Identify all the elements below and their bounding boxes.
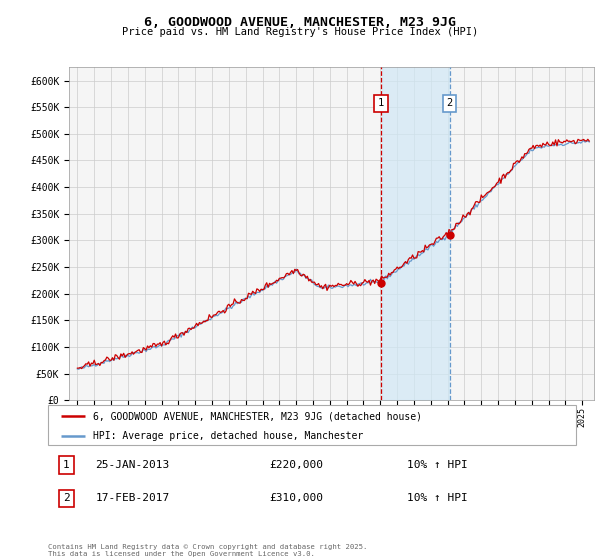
Text: £220,000: £220,000 (270, 460, 324, 470)
Text: 2: 2 (446, 99, 453, 109)
Text: 25-JAN-2013: 25-JAN-2013 (95, 460, 170, 470)
Text: 6, GOODWOOD AVENUE, MANCHESTER, M23 9JG: 6, GOODWOOD AVENUE, MANCHESTER, M23 9JG (144, 16, 456, 29)
Text: 6, GOODWOOD AVENUE, MANCHESTER, M23 9JG (detached house): 6, GOODWOOD AVENUE, MANCHESTER, M23 9JG … (93, 411, 422, 421)
Text: 2: 2 (63, 493, 70, 503)
Text: £310,000: £310,000 (270, 493, 324, 503)
Text: Price paid vs. HM Land Registry's House Price Index (HPI): Price paid vs. HM Land Registry's House … (122, 27, 478, 37)
Text: 10% ↑ HPI: 10% ↑ HPI (407, 493, 468, 503)
Text: 1: 1 (378, 99, 384, 109)
Text: 10% ↑ HPI: 10% ↑ HPI (407, 460, 468, 470)
Text: HPI: Average price, detached house, Manchester: HPI: Average price, detached house, Manc… (93, 431, 363, 441)
Text: Contains HM Land Registry data © Crown copyright and database right 2025.
This d: Contains HM Land Registry data © Crown c… (48, 544, 367, 557)
Text: 1: 1 (63, 460, 70, 470)
Text: 17-FEB-2017: 17-FEB-2017 (95, 493, 170, 503)
FancyBboxPatch shape (48, 405, 576, 445)
